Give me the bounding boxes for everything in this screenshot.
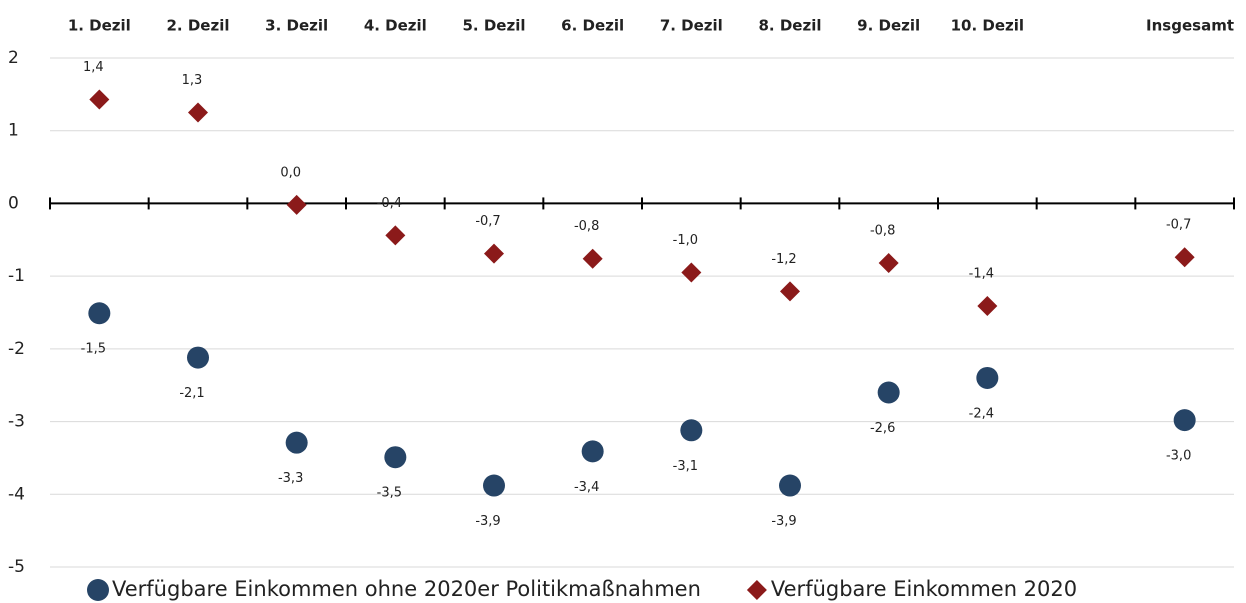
x-tick-label: 1. Dezil [68,17,131,35]
x-tick-label: 3. Dezil [265,17,328,35]
y-tick-label: 1 [8,121,19,141]
point [384,446,407,469]
x-tick-label: 6. Dezil [561,17,624,35]
point [285,431,308,454]
data-label: -2,6 [870,421,895,436]
y-tick-label: 2 [8,48,19,68]
point [483,474,505,497]
data-label: -3,5 [377,486,402,501]
point [680,419,703,442]
x-tick-label: 7. Dezil [660,17,723,35]
data-label: -3,9 [475,514,500,529]
data-label: -3,0 [1166,449,1191,464]
point [976,366,999,389]
y-tick-label: -3 [8,412,25,432]
point [581,440,604,463]
data-label: 0,0 [280,165,301,180]
point [779,474,801,497]
data-label: -3,3 [278,471,303,486]
point [582,248,603,269]
point [1173,409,1196,432]
x-tick-label: 9. Dezil [857,17,920,35]
data-label: -1,0 [673,233,698,248]
point [746,580,767,600]
point [286,194,307,215]
data-label: -1,5 [81,342,106,357]
point [187,346,209,369]
data-label: -3,1 [673,459,698,474]
point [89,89,110,110]
point [780,281,800,302]
data-label: -0,7 [475,214,500,229]
y-tick-label: -1 [8,266,25,286]
data-label: -1,2 [771,252,796,267]
point [484,243,504,264]
x-tick-label: 8. Dezil [759,17,822,35]
data-label: -0,7 [1166,218,1191,233]
x-tick-label: 4. Dezil [364,17,427,35]
data-label: -0,8 [870,224,895,239]
point [877,381,900,404]
x-tick-label: 2. Dezil [167,17,230,35]
x-tick-label: 10. Dezil [951,17,1024,35]
data-label: -3,9 [771,514,796,529]
y-tick-label: -2 [8,339,25,359]
data-label: 1,3 [182,73,203,88]
data-label: -0,4 [377,196,402,211]
x-tick-label: 5. Dezil [463,17,526,35]
data-label: -2,1 [179,386,204,401]
point [1174,247,1195,268]
point [188,102,208,123]
x-tick-label: Insgesamt [1146,17,1234,35]
point [878,253,899,274]
data-label: -2,4 [969,406,994,421]
point [88,302,111,325]
data-label: -3,4 [574,480,599,495]
y-tick-label: -4 [8,484,25,504]
data-label: -0,8 [574,219,599,234]
legend-label: Verfügbare Einkommen ohne 2020er Politik… [112,577,701,601]
y-tick-label: 0 [8,193,19,213]
point [681,262,702,283]
point [87,579,109,601]
data-label: -1,4 [969,266,994,281]
legend-label: Verfügbare Einkommen 2020 [771,577,1077,601]
point [385,225,406,246]
point [977,295,998,316]
data-label: 1,4 [83,60,104,75]
y-tick-label: -5 [8,557,25,577]
